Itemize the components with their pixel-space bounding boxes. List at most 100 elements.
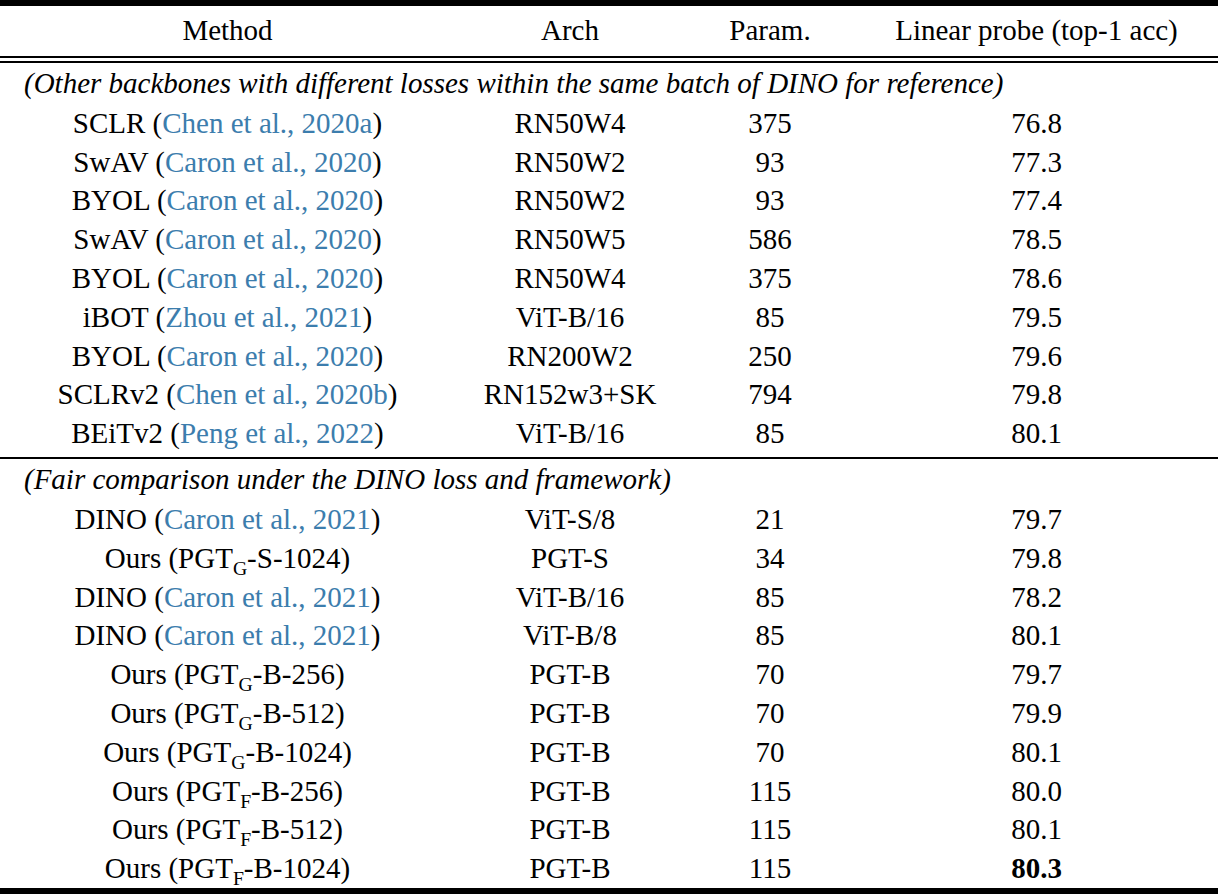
method-label: SwAV ( <box>73 223 165 255</box>
method-label-suffix: ) <box>374 262 384 294</box>
method-subscript: F <box>240 828 251 850</box>
arch-cell: ViT-B/16 <box>455 419 685 448</box>
citation-link[interactable]: Caron et al., 2021 <box>164 619 371 651</box>
arch-cell: PGT-B <box>455 854 685 883</box>
accuracy-cell: 80.3 <box>855 854 1218 883</box>
table-row: Ours (PGTG-B-512)PGT-B7079.9 <box>0 694 1218 733</box>
param-cell: 375 <box>685 264 855 293</box>
arch-cell: RN50W4 <box>455 109 685 138</box>
accuracy-cell: 79.7 <box>855 505 1218 534</box>
arch-cell: ViT-B/16 <box>455 303 685 332</box>
method-label: Ours (PGT <box>110 658 238 690</box>
table-row: Ours (PGTG-B-256)PGT-B7079.7 <box>0 655 1218 694</box>
method-subscript: G <box>239 712 253 734</box>
param-cell: 85 <box>685 621 855 650</box>
table-row: BEiTv2 (Peng et al., 2022)ViT-B/168580.1 <box>0 414 1218 453</box>
table-row: BYOL (Caron et al., 2020)RN50W29377.4 <box>0 182 1218 221</box>
accuracy-cell: 79.8 <box>855 380 1218 409</box>
table-row: Ours (PGTF-B-256)PGT-B11580.0 <box>0 772 1218 811</box>
table-rule-bottom <box>0 888 1218 894</box>
method-label-suffix: -B-256) <box>251 775 343 807</box>
method-label: DINO ( <box>74 619 163 651</box>
arch-cell: PGT-B <box>455 738 685 767</box>
method-cell: Ours (PGTG-S-1024) <box>0 544 455 573</box>
method-label-suffix: ) <box>372 223 382 255</box>
table-rule-header-bottom <box>0 56 1218 63</box>
method-label: BYOL ( <box>72 262 167 294</box>
method-label: DINO ( <box>74 503 163 535</box>
param-cell: 34 <box>685 544 855 573</box>
accuracy-cell: 76.8 <box>855 109 1218 138</box>
accuracy-cell: 80.1 <box>855 621 1218 650</box>
method-label-suffix: ) <box>388 378 398 410</box>
arch-cell: RN50W4 <box>455 264 685 293</box>
column-header-param: Param. <box>685 16 855 45</box>
citation-link[interactable]: Caron et al., 2020 <box>165 146 372 178</box>
section-note: (Other backbones with different losses w… <box>0 67 1003 100</box>
arch-cell: ViT-B/16 <box>455 583 685 612</box>
method-subscript: F <box>233 867 244 889</box>
method-cell: Ours (PGTF-B-256) <box>0 777 455 806</box>
accuracy-cell: 79.5 <box>855 303 1218 332</box>
arch-cell: RN50W2 <box>455 148 685 177</box>
param-cell: 375 <box>685 109 855 138</box>
method-label-suffix: -B-1024) <box>244 852 350 884</box>
arch-cell: ViT-B/8 <box>455 621 685 650</box>
accuracy-cell: 78.5 <box>855 225 1218 254</box>
method-label-suffix: ) <box>374 340 384 372</box>
param-cell: 85 <box>685 583 855 612</box>
method-label: Ours (PGT <box>105 542 233 574</box>
method-label-suffix: ) <box>371 503 381 535</box>
method-label-suffix: -B-512) <box>251 813 343 845</box>
arch-cell: RN152w3+SK <box>455 380 685 409</box>
citation-link[interactable]: Caron et al., 2021 <box>164 503 371 535</box>
accuracy-cell: 79.9 <box>855 699 1218 728</box>
method-label: SCLR ( <box>73 107 162 139</box>
param-cell: 115 <box>685 777 855 806</box>
param-cell: 70 <box>685 660 855 689</box>
accuracy-cell: 80.1 <box>855 419 1218 448</box>
citation-link[interactable]: Caron et al., 2020 <box>167 184 374 216</box>
citation-link[interactable]: Caron et al., 2020 <box>167 340 374 372</box>
column-header-linear-probe: Linear probe (top-1 acc) <box>855 16 1218 45</box>
method-subscript: F <box>240 789 251 811</box>
citation-link[interactable]: Chen et al., 2020b <box>176 378 388 410</box>
accuracy-cell: 79.8 <box>855 544 1218 573</box>
table-row: SCLR (Chen et al., 2020a)RN50W437576.8 <box>0 104 1218 143</box>
method-subscript: G <box>239 673 253 695</box>
param-cell: 93 <box>685 148 855 177</box>
citation-link[interactable]: Peng et al., 2022 <box>180 417 374 449</box>
method-label-suffix: ) <box>374 417 384 449</box>
param-cell: 21 <box>685 505 855 534</box>
param-cell: 85 <box>685 303 855 332</box>
method-cell: SCLRv2 (Chen et al., 2020b) <box>0 380 455 409</box>
method-label: SCLRv2 ( <box>58 378 176 410</box>
method-cell: Ours (PGTG-B-256) <box>0 660 455 689</box>
table-row: Ours (PGTF-B-1024)PGT-B11580.3 <box>0 849 1218 888</box>
method-cell: BYOL (Caron et al., 2020) <box>0 264 455 293</box>
table-body: (Other backbones with different losses w… <box>0 63 1218 888</box>
accuracy-cell: 80.1 <box>855 815 1218 844</box>
accuracy-cell: 80.1 <box>855 738 1218 767</box>
citation-link[interactable]: Caron et al., 2021 <box>164 581 371 613</box>
accuracy-cell: 79.7 <box>855 660 1218 689</box>
table-header-row: Method Arch Param. Linear probe (top-1 a… <box>0 6 1218 54</box>
method-cell: SwAV (Caron et al., 2020) <box>0 225 455 254</box>
accuracy-cell: 78.2 <box>855 583 1218 612</box>
method-label-suffix: ) <box>372 107 382 139</box>
citation-link[interactable]: Zhou et al., 2021 <box>165 301 362 333</box>
arch-cell: PGT-B <box>455 777 685 806</box>
method-cell: SCLR (Chen et al., 2020a) <box>0 109 455 138</box>
table-row: SCLRv2 (Chen et al., 2020b)RN152w3+SK794… <box>0 376 1218 415</box>
section-note-row: (Other backbones with different losses w… <box>0 63 1218 104</box>
method-cell: BYOL (Caron et al., 2020) <box>0 186 455 215</box>
citation-link[interactable]: Caron et al., 2020 <box>167 262 374 294</box>
method-label: iBOT ( <box>83 301 165 333</box>
citation-link[interactable]: Chen et al., 2020a <box>162 107 372 139</box>
citation-link[interactable]: Caron et al., 2020 <box>165 223 372 255</box>
table-row: iBOT (Zhou et al., 2021)ViT-B/168579.5 <box>0 298 1218 337</box>
arch-cell: PGT-S <box>455 544 685 573</box>
method-label-suffix: -B-512) <box>253 697 345 729</box>
arch-cell: PGT-B <box>455 699 685 728</box>
column-header-method: Method <box>0 16 455 45</box>
